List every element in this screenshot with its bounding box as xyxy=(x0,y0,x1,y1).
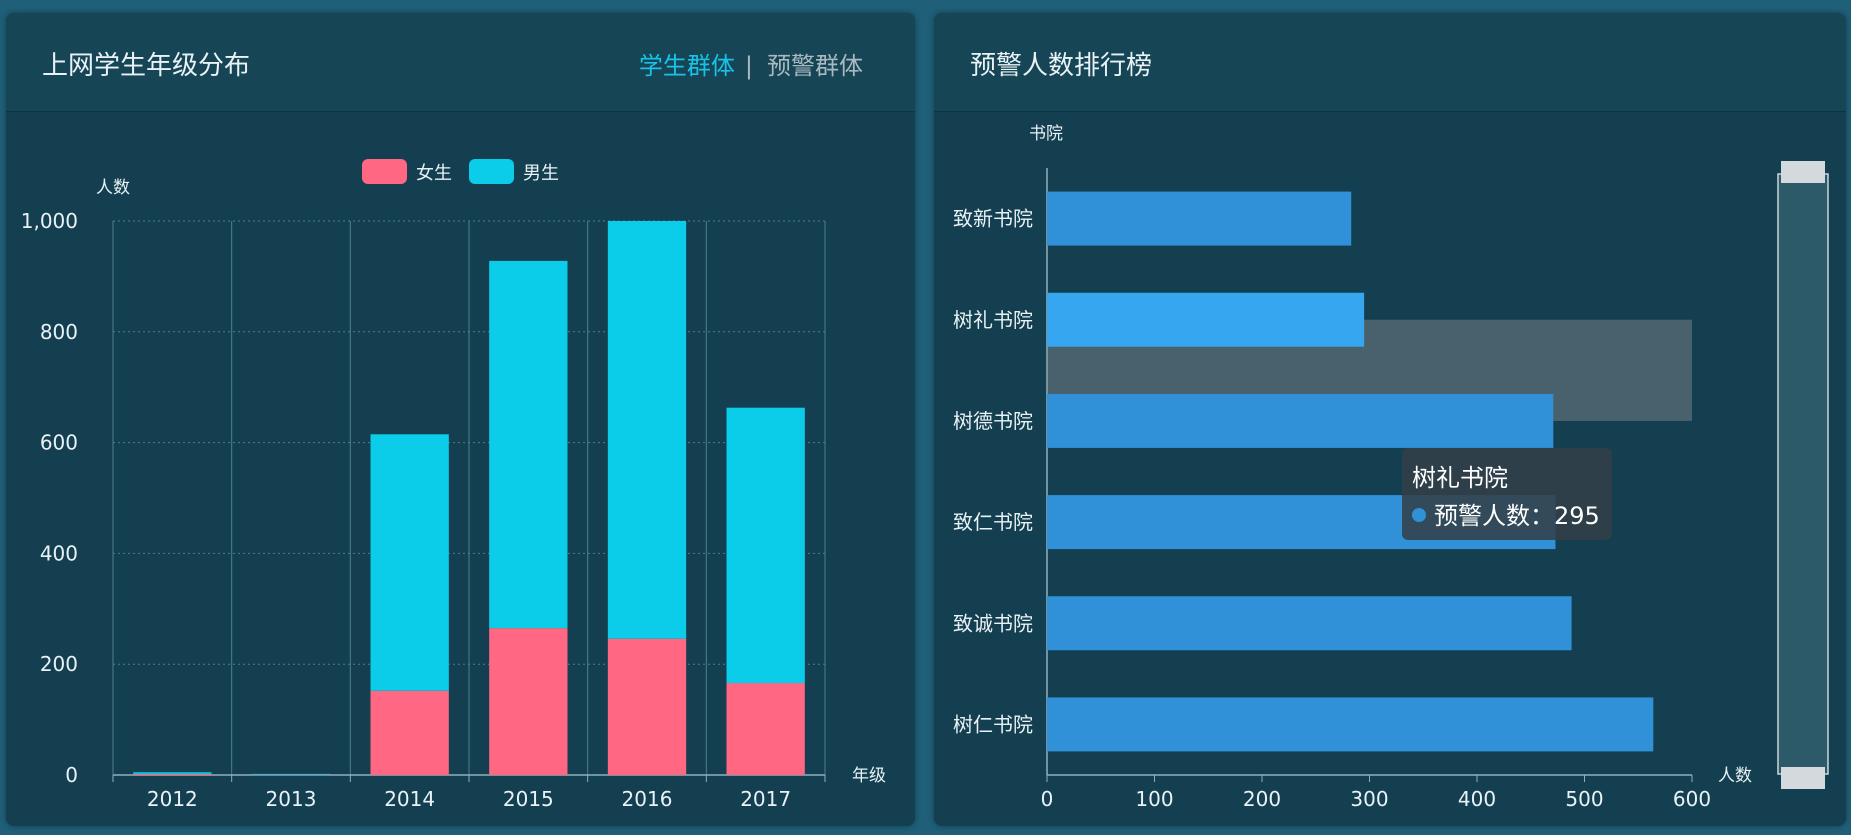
y-tick-label: 树礼书院 xyxy=(953,308,1033,332)
group-tabs: 学生群体 | 预警群体 xyxy=(639,46,863,81)
bar-female-2017 xyxy=(726,683,805,775)
page-title: 上网学生年级分布 xyxy=(42,51,251,81)
bar-树仁书院 xyxy=(1047,697,1654,752)
bar-致新书院 xyxy=(1047,191,1352,246)
y-tick-label: 600 xyxy=(40,431,78,455)
tooltip-series-dot xyxy=(1412,508,1426,522)
x-tick-label: 400 xyxy=(1458,787,1496,811)
bar-female-2012 xyxy=(133,773,212,775)
datazoom-track xyxy=(1777,173,1829,775)
y-tick-label: 0 xyxy=(65,763,78,787)
tooltip-series-label: 预警人数 xyxy=(1434,502,1530,530)
y-tick-label: 致新书院 xyxy=(953,207,1033,231)
tab-warning-group[interactable]: 预警群体 xyxy=(767,52,863,80)
bar-female-2014 xyxy=(370,690,449,775)
x-tick-label: 0 xyxy=(1041,787,1054,811)
x-tick-label: 300 xyxy=(1350,787,1388,811)
x-axis-label: 年级 xyxy=(852,766,886,786)
bar-male-2017 xyxy=(726,407,805,684)
x-tick-label: 2014 xyxy=(384,787,435,811)
bar-female-2015 xyxy=(489,628,568,775)
legend-label-female: 女生 xyxy=(416,163,452,184)
bar-male-2015 xyxy=(489,260,568,629)
bar-male-2016 xyxy=(607,221,687,639)
x-tick-label: 2015 xyxy=(503,787,554,811)
y-axis-label: 书院 xyxy=(1029,124,1063,144)
y-tick-label: 致诚书院 xyxy=(953,611,1033,635)
datazoom-handle-top[interactable] xyxy=(1781,161,1825,183)
bar-致诚书院 xyxy=(1047,596,1572,651)
legend-swatch-male xyxy=(469,159,514,184)
grade-distribution-header: 上网学生年级分布 学生群体 | 预警群体 xyxy=(6,13,915,112)
y-tick-label: 400 xyxy=(40,541,78,565)
x-axis-label: 人数 xyxy=(1718,766,1752,786)
y-tick-label: 800 xyxy=(40,320,78,344)
x-tick-label: 2013 xyxy=(266,787,317,811)
legend-label-male: 男生 xyxy=(523,163,559,184)
y-tick-label: 树仁书院 xyxy=(953,712,1033,736)
bar-树德书院 xyxy=(1047,393,1554,448)
x-tick-label: 2016 xyxy=(622,787,673,811)
x-tick-label: 200 xyxy=(1243,787,1281,811)
tooltip-separator: ： xyxy=(1530,502,1554,530)
ranking-title: 预警人数排行榜 xyxy=(970,51,1153,81)
y-axis-label: 人数 xyxy=(96,178,130,198)
x-tick-label: 600 xyxy=(1673,787,1711,811)
bar-male-2012 xyxy=(133,772,212,774)
legend-swatch-female xyxy=(362,159,407,184)
x-tick-label: 500 xyxy=(1565,787,1603,811)
bar-树礼书院 xyxy=(1047,292,1365,347)
y-tick-label: 1,000 xyxy=(21,209,78,233)
datazoom-handle-bottom[interactable] xyxy=(1781,767,1825,789)
bar-female-2013 xyxy=(251,774,331,776)
tab-separator: | xyxy=(744,52,753,80)
x-tick-label: 2017 xyxy=(740,787,791,811)
bar-female-2016 xyxy=(607,638,687,775)
y-tick-label: 致仁书院 xyxy=(953,510,1033,534)
bar-male-2014 xyxy=(370,434,449,691)
y-tick-label: 200 xyxy=(40,652,78,676)
bar-tooltip: 树礼书院 预警人数：295 xyxy=(1402,448,1612,540)
tooltip-row: 预警人数：295 xyxy=(1412,496,1600,531)
warning-ranking-header: 预警人数排行榜 xyxy=(934,13,1846,112)
bar-male-2013 xyxy=(251,773,331,775)
tooltip-title: 树礼书院 xyxy=(1412,464,1508,492)
x-tick-label: 100 xyxy=(1135,787,1173,811)
y-tick-label: 树德书院 xyxy=(953,409,1033,433)
tab-student-group[interactable]: 学生群体 xyxy=(638,52,735,80)
tooltip-value: 295 xyxy=(1554,502,1600,530)
x-tick-label: 2012 xyxy=(147,787,198,811)
